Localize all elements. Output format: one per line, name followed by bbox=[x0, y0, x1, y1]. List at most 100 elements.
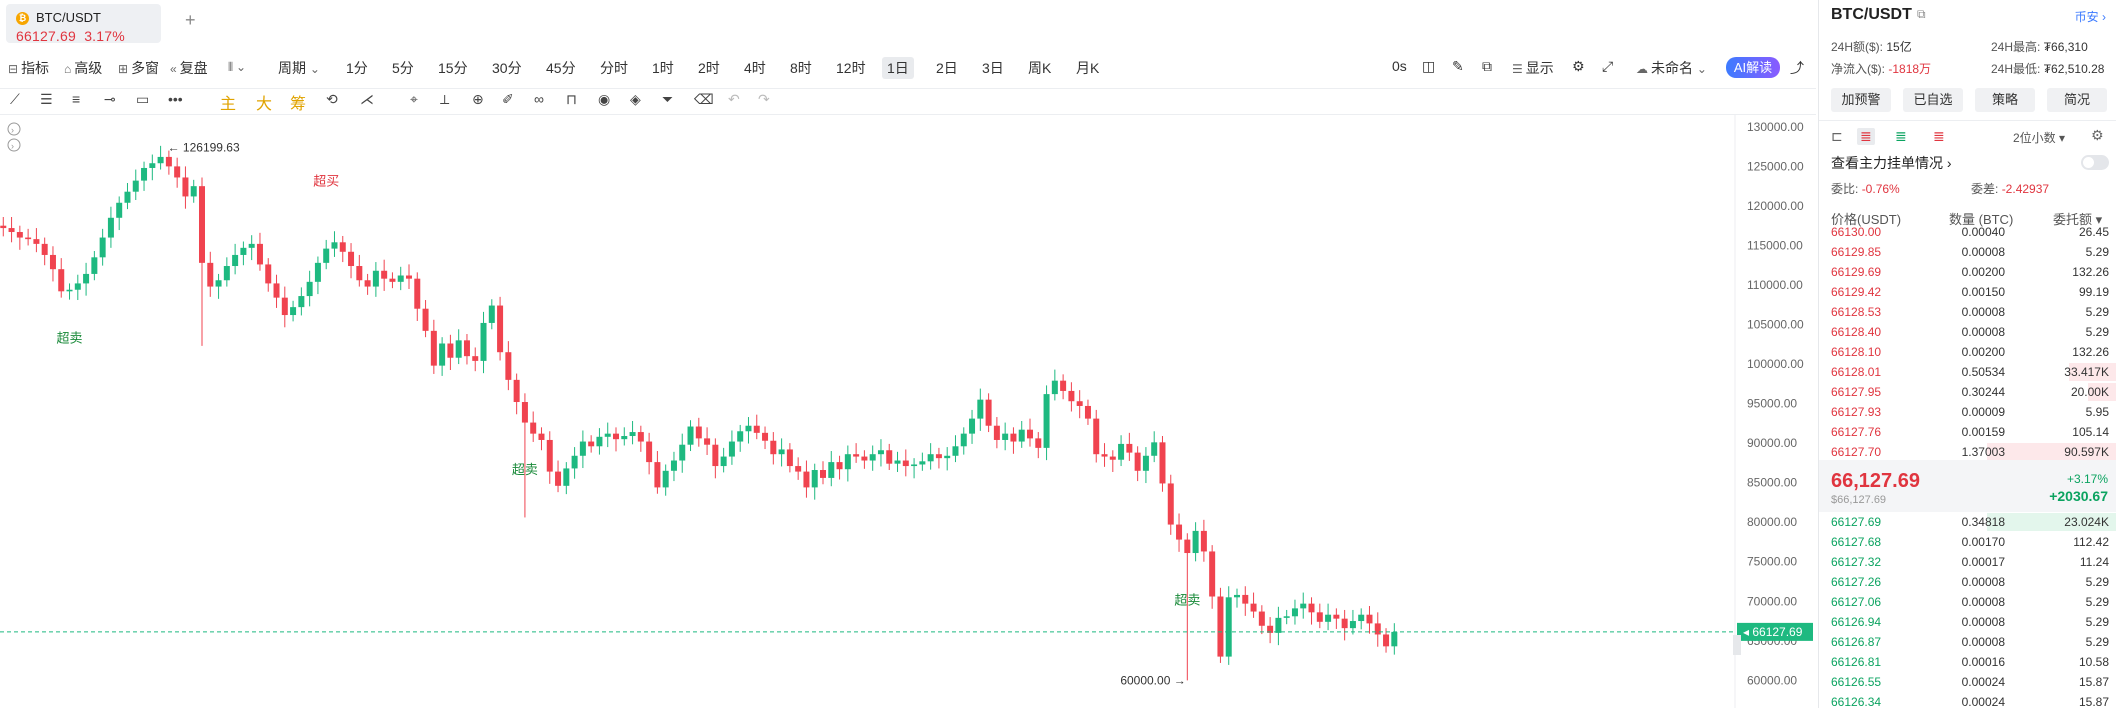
ask-row[interactable]: 66129.69 0.00200 132.26 bbox=[1819, 262, 2116, 282]
candle-body bbox=[331, 242, 338, 249]
interval-30m[interactable]: 30分 bbox=[492, 60, 522, 76]
orderbook-mode-icon[interactable]: ⊏ bbox=[1831, 128, 1843, 144]
magnet-icon[interactable]: ⋌ bbox=[360, 91, 374, 107]
redo-icon[interactable]: ↷ bbox=[758, 91, 770, 107]
strategy-button[interactable]: 策略 bbox=[1975, 88, 2035, 112]
ask-row[interactable]: 66127.76 0.00159 105.14 bbox=[1819, 422, 2116, 442]
filter-icon[interactable]: ⏷ bbox=[662, 91, 674, 107]
candlestick-chart[interactable]: 130000.00 125000.00 120000.00 115000.00 1100… bbox=[0, 115, 1816, 708]
main-force-button[interactable]: 主 bbox=[220, 96, 237, 113]
layers-icon[interactable]: ◈ bbox=[630, 91, 641, 107]
bid-row[interactable]: 66126.34 0.00024 15.87 bbox=[1819, 692, 2116, 708]
overview-button[interactable]: 简况 bbox=[2047, 88, 2107, 112]
link-icon[interactable]: ∞ bbox=[534, 91, 544, 107]
interval-4h[interactable]: 4时 bbox=[744, 60, 766, 76]
trendline-icon[interactable]: ⟋ bbox=[10, 91, 20, 107]
ruler-icon[interactable]: ⟂ bbox=[440, 91, 450, 107]
camera-icon[interactable]: ◫ bbox=[1422, 58, 1436, 74]
bid-row[interactable]: 66126.55 0.00024 15.87 bbox=[1819, 672, 2116, 692]
col-total-header[interactable]: 委托额 ▾ bbox=[2053, 212, 2103, 227]
candle-body bbox=[430, 330, 437, 366]
eye-icon[interactable]: ◉ bbox=[598, 91, 611, 107]
tab-btc-usdt[interactable]: ₿ BTC/USDT 66127.69 3.17% bbox=[6, 4, 161, 44]
chart-canvas[interactable]: 130000.00 125000.00 120000.00 115000.00 1100… bbox=[0, 115, 1816, 708]
ask-row[interactable]: 66130.00 0.00040 26.45 bbox=[1819, 222, 2116, 242]
indicators-button[interactable]: ⊟ 指标 bbox=[8, 60, 50, 76]
ask-row[interactable]: 66127.93 0.00009 5.95 bbox=[1819, 402, 2116, 422]
main-orders-link[interactable]: 查看主力挂单情况 › bbox=[1831, 155, 1952, 171]
channel-icon[interactable]: ≡ bbox=[72, 91, 81, 107]
horizontal-line-icon[interactable]: ⊸ bbox=[104, 91, 116, 107]
bid-row[interactable]: 66126.87 0.00008 5.29 bbox=[1819, 632, 2116, 652]
lock-icon[interactable]: ⊓ bbox=[566, 91, 577, 107]
ask-row[interactable]: 66128.53 0.00008 5.29 bbox=[1819, 302, 2116, 322]
bid-row[interactable]: 66127.26 0.00008 5.29 bbox=[1819, 572, 2116, 592]
orderbook-asks-icon[interactable]: ≣ bbox=[1933, 128, 1945, 144]
pen-icon[interactable]: ✎ bbox=[1452, 58, 1464, 74]
bid-row[interactable]: 66127.06 0.00008 5.29 bbox=[1819, 592, 2116, 612]
interval-45m[interactable]: 45分 bbox=[546, 60, 576, 76]
multi-window-button[interactable]: ⊞ 多窗 bbox=[118, 60, 160, 76]
ask-row[interactable]: 66128.01 0.50534 33.417K bbox=[1819, 362, 2116, 382]
interval-15m[interactable]: 15分 bbox=[438, 60, 468, 76]
rectangle-icon[interactable]: ▭ bbox=[136, 91, 150, 107]
ai-interpret-button[interactable]: AI解读 bbox=[1726, 57, 1780, 78]
divider bbox=[1819, 120, 2116, 121]
interval-5m[interactable]: 5分 bbox=[392, 60, 414, 76]
interval-timeshare[interactable]: 分时 bbox=[600, 60, 628, 76]
interval-1h[interactable]: 1时 bbox=[652, 60, 674, 76]
ask-row[interactable]: 66128.10 0.00200 132.26 bbox=[1819, 342, 2116, 362]
chart-type-button[interactable]: ⫴ ⌄ bbox=[228, 58, 249, 75]
replay-button[interactable]: «复盘 bbox=[170, 60, 208, 76]
ask-row[interactable]: 66127.95 0.30244 20.00K bbox=[1819, 382, 2116, 402]
bid-row[interactable]: 66126.81 0.00016 10.58 bbox=[1819, 652, 2116, 672]
orderbook-bids-icon[interactable]: ≣ bbox=[1895, 128, 1907, 144]
share-icon[interactable]: ⤴ bbox=[1790, 60, 1804, 76]
bid-row[interactable]: 66127.69 0.34818 23.024K bbox=[1819, 512, 2116, 532]
orderbook-both-icon[interactable]: ≣ bbox=[1857, 128, 1875, 145]
parallel-lines-icon[interactable]: ☰ bbox=[40, 91, 53, 107]
add-tab-button[interactable]: + bbox=[185, 10, 196, 30]
interval-2h[interactable]: 2时 bbox=[698, 60, 720, 76]
fullscreen-icon[interactable]: ⤢ bbox=[1602, 58, 1614, 74]
big-order-button[interactable]: 大 bbox=[256, 96, 273, 113]
bid-row[interactable]: 66126.94 0.00008 5.29 bbox=[1819, 612, 2116, 632]
ask-row[interactable]: 66127.70 1.37003 90.597K bbox=[1819, 442, 2116, 462]
bid-row[interactable]: 66127.32 0.00017 11.24 bbox=[1819, 552, 2116, 572]
chip-button[interactable]: 筹 bbox=[290, 96, 307, 113]
period-dropdown[interactable]: 周期 ⌄ bbox=[278, 60, 320, 76]
interval-2d[interactable]: 2日 bbox=[936, 60, 958, 76]
popout-icon[interactable]: ⧉ bbox=[1482, 58, 1492, 74]
interval-1m[interactable]: 1分 bbox=[346, 60, 368, 76]
dots-icon[interactable]: ••• bbox=[168, 91, 183, 107]
add-alert-button[interactable]: 加预警 bbox=[1831, 88, 1891, 112]
main-orders-toggle[interactable] bbox=[2081, 155, 2109, 170]
settings-icon[interactable]: ⚙ bbox=[1572, 58, 1585, 74]
copy-icon[interactable]: ⧉ bbox=[1917, 7, 1926, 21]
advanced-button[interactable]: ⌂ 高级 bbox=[64, 60, 103, 76]
sync-icon[interactable]: ⟲ bbox=[326, 91, 338, 107]
exchange-link[interactable]: 币安 › bbox=[2074, 10, 2106, 24]
ask-row[interactable]: 66128.40 0.00008 5.29 bbox=[1819, 322, 2116, 342]
interval-1d[interactable]: 1日 bbox=[882, 57, 914, 79]
brush-icon[interactable]: ✐ bbox=[502, 91, 514, 107]
ask-row[interactable]: 66129.85 0.00008 5.29 bbox=[1819, 242, 2116, 262]
candle-body bbox=[1060, 380, 1067, 391]
display-button[interactable]: ☰ 显示 bbox=[1512, 60, 1554, 76]
interval-month[interactable]: 月K bbox=[1076, 60, 1100, 76]
interval-week[interactable]: 周K bbox=[1028, 60, 1052, 76]
layout-dropdown[interactable]: ☁ 未命名 ⌄ bbox=[1636, 60, 1707, 76]
watchlist-button[interactable]: 已自选 bbox=[1903, 88, 1963, 112]
candle-body bbox=[364, 280, 371, 287]
ask-row[interactable]: 66129.42 0.00150 99.19 bbox=[1819, 282, 2116, 302]
decimals-dropdown[interactable]: 2位小数 ▾ bbox=[2013, 131, 2066, 145]
undo-icon[interactable]: ↶ bbox=[728, 91, 740, 107]
cursor-icon[interactable]: ⌖ bbox=[410, 91, 418, 107]
trash-icon[interactable]: ⌫ bbox=[694, 91, 714, 107]
bid-row[interactable]: 66127.68 0.00170 112.42 bbox=[1819, 532, 2116, 552]
zoom-icon[interactable]: ⊕ bbox=[472, 91, 484, 107]
gear-icon[interactable]: ⚙ bbox=[2091, 127, 2104, 143]
interval-12h[interactable]: 12时 bbox=[836, 60, 866, 76]
interval-8h[interactable]: 8时 bbox=[790, 60, 812, 76]
interval-3d[interactable]: 3日 bbox=[982, 60, 1004, 76]
